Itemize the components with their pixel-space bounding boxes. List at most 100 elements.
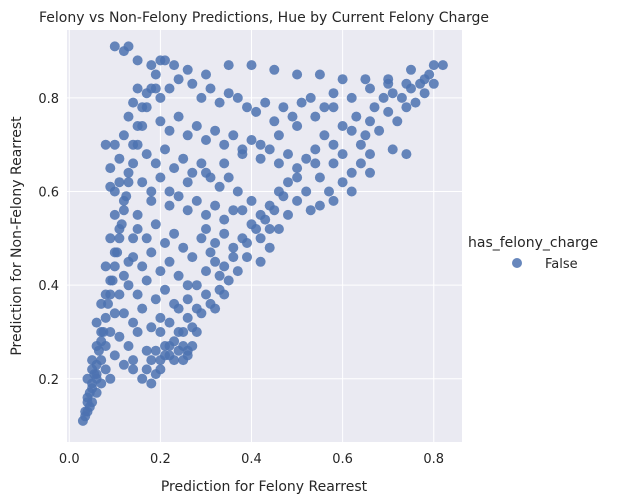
- data-point: [196, 233, 207, 244]
- data-point: [96, 327, 107, 337]
- data-point: [328, 102, 339, 113]
- data-point: [146, 355, 157, 366]
- legend: has_felony_charge False: [468, 235, 598, 272]
- data-point: [91, 387, 102, 398]
- data-point: [109, 350, 120, 361]
- data-point: [273, 224, 284, 234]
- data-point: [137, 102, 148, 113]
- data-point: [155, 327, 166, 337]
- data-point: [105, 275, 116, 286]
- data-points: [77, 41, 448, 426]
- data-point: [264, 242, 275, 253]
- legend-marker: [512, 258, 522, 268]
- data-point: [141, 88, 152, 99]
- x-tick-label: 0.0: [59, 452, 80, 467]
- data-point: [196, 92, 207, 103]
- data-point: [355, 158, 366, 169]
- legend-title: has_felony_charge: [468, 235, 598, 251]
- data-point: [292, 69, 303, 80]
- data-point: [160, 284, 170, 295]
- data-point: [237, 205, 248, 216]
- data-point: [255, 256, 266, 267]
- data-point: [310, 158, 321, 169]
- data-point: [114, 289, 125, 300]
- data-point: [114, 177, 125, 188]
- data-point: [223, 60, 234, 71]
- y-axis-label: Prediction for Non-Felony Rearrest: [9, 116, 25, 356]
- data-point: [201, 224, 211, 234]
- data-point: [437, 60, 448, 71]
- data-point: [219, 228, 230, 239]
- data-point: [128, 233, 139, 244]
- data-point: [337, 121, 348, 131]
- data-point: [278, 102, 289, 113]
- data-point: [114, 153, 125, 164]
- data-point: [264, 224, 275, 234]
- data-point: [242, 102, 252, 113]
- data-point: [401, 102, 412, 113]
- data-point: [228, 130, 239, 141]
- data-point: [141, 345, 152, 356]
- data-point: [109, 139, 120, 150]
- data-point: [91, 373, 102, 384]
- data-point: [228, 252, 239, 263]
- data-point: [84, 401, 95, 412]
- data-point: [223, 275, 234, 286]
- data-point: [337, 149, 348, 160]
- data-point: [169, 355, 180, 366]
- data-point: [214, 270, 225, 281]
- x-tick-label: 0.8: [423, 452, 444, 467]
- data-point: [91, 317, 102, 328]
- x-tick-label: 0.4: [241, 452, 262, 467]
- data-point: [141, 275, 152, 286]
- data-point: [187, 78, 198, 89]
- data-point: [164, 125, 175, 136]
- data-point: [155, 172, 166, 183]
- data-point: [296, 97, 307, 108]
- data-point: [191, 280, 202, 291]
- data-point: [146, 186, 157, 197]
- data-point: [173, 191, 184, 202]
- x-tick-label: 0.2: [150, 452, 171, 467]
- data-point: [109, 247, 120, 258]
- data-point: [150, 219, 161, 230]
- data-point: [214, 181, 225, 192]
- data-point: [410, 97, 421, 108]
- data-point: [109, 308, 120, 319]
- data-point: [141, 364, 152, 375]
- data-point: [118, 195, 129, 206]
- x-tick-labels: 0.0 0.2 0.4 0.6 0.8: [59, 452, 444, 467]
- data-point: [246, 219, 257, 230]
- data-point: [387, 88, 398, 99]
- data-point: [105, 181, 116, 192]
- data-point: [128, 97, 139, 108]
- data-point: [137, 261, 148, 272]
- data-point: [205, 247, 216, 258]
- data-point: [150, 69, 161, 80]
- data-point: [201, 69, 211, 80]
- data-point: [319, 102, 330, 113]
- data-point: [155, 364, 166, 375]
- data-point: [150, 158, 161, 169]
- data-point: [201, 135, 211, 145]
- data-point: [173, 74, 184, 85]
- data-point: [132, 327, 143, 337]
- data-point: [419, 88, 430, 99]
- data-point: [191, 195, 202, 206]
- data-point: [160, 55, 170, 66]
- data-point: [187, 252, 198, 263]
- data-point: [109, 261, 120, 272]
- data-point: [251, 106, 262, 117]
- data-point: [182, 177, 193, 188]
- data-point: [365, 167, 375, 178]
- data-point: [369, 102, 380, 113]
- data-point: [178, 327, 189, 337]
- data-point: [164, 83, 175, 94]
- data-point: [283, 209, 293, 220]
- data-point: [100, 364, 111, 375]
- data-point: [132, 83, 143, 94]
- data-point: [137, 303, 148, 314]
- data-point: [237, 144, 248, 155]
- data-point: [196, 308, 207, 319]
